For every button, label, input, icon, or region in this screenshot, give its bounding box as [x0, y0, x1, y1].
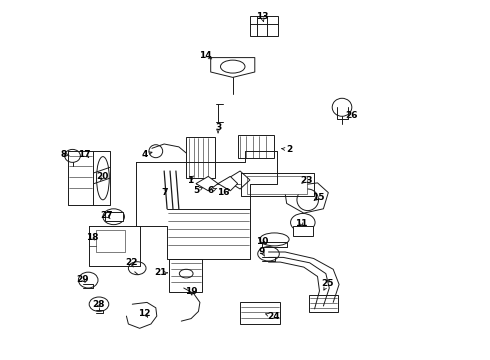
Text: 10: 10 [256, 238, 269, 247]
Polygon shape [284, 183, 328, 213]
Text: 14: 14 [199, 51, 212, 60]
Bar [309, 295, 338, 312]
Ellipse shape [291, 213, 315, 231]
Ellipse shape [332, 98, 352, 116]
Bar [293, 226, 313, 236]
Text: 29: 29 [76, 275, 89, 284]
Bar [169, 259, 202, 292]
Ellipse shape [220, 60, 245, 73]
Text: 28: 28 [92, 300, 104, 309]
Text: 17: 17 [78, 150, 91, 158]
Ellipse shape [297, 189, 318, 211]
Text: 12: 12 [138, 309, 151, 318]
Ellipse shape [260, 233, 289, 246]
Text: 3: 3 [215, 123, 221, 132]
Bar [250, 16, 278, 36]
Ellipse shape [65, 149, 80, 162]
Text: 22: 22 [125, 258, 138, 267]
Text: 4: 4 [141, 150, 148, 159]
Text: 1: 1 [187, 176, 193, 185]
Text: 13: 13 [256, 12, 269, 21]
Text: 6: 6 [208, 186, 214, 195]
Polygon shape [218, 176, 238, 191]
Text: 21: 21 [154, 269, 167, 277]
Text: 18: 18 [86, 233, 98, 242]
Text: 5: 5 [193, 186, 199, 195]
Text: 27: 27 [100, 211, 113, 220]
Text: 15: 15 [312, 193, 325, 202]
Bar [240, 302, 280, 324]
Polygon shape [196, 176, 218, 191]
Ellipse shape [149, 145, 163, 158]
Ellipse shape [128, 262, 146, 275]
Text: 20: 20 [97, 172, 109, 181]
Bar [96, 230, 125, 252]
Bar [105, 212, 122, 221]
Ellipse shape [103, 209, 124, 225]
Ellipse shape [97, 157, 109, 200]
Ellipse shape [78, 272, 98, 288]
Bar [238, 135, 274, 158]
Text: 24: 24 [267, 312, 280, 321]
Text: 25: 25 [321, 279, 334, 288]
Text: 26: 26 [345, 111, 358, 120]
Text: 2: 2 [286, 145, 292, 154]
Text: 19: 19 [185, 287, 197, 296]
Ellipse shape [89, 297, 109, 311]
Text: 9: 9 [259, 248, 266, 256]
Bar [186, 137, 215, 178]
Text: 7: 7 [161, 188, 168, 197]
Ellipse shape [179, 269, 193, 278]
Bar [247, 176, 307, 194]
Text: 23: 23 [300, 176, 313, 185]
Ellipse shape [258, 247, 279, 261]
Text: 8: 8 [61, 150, 67, 158]
Text: 16: 16 [217, 188, 229, 197]
Text: 11: 11 [295, 219, 308, 228]
